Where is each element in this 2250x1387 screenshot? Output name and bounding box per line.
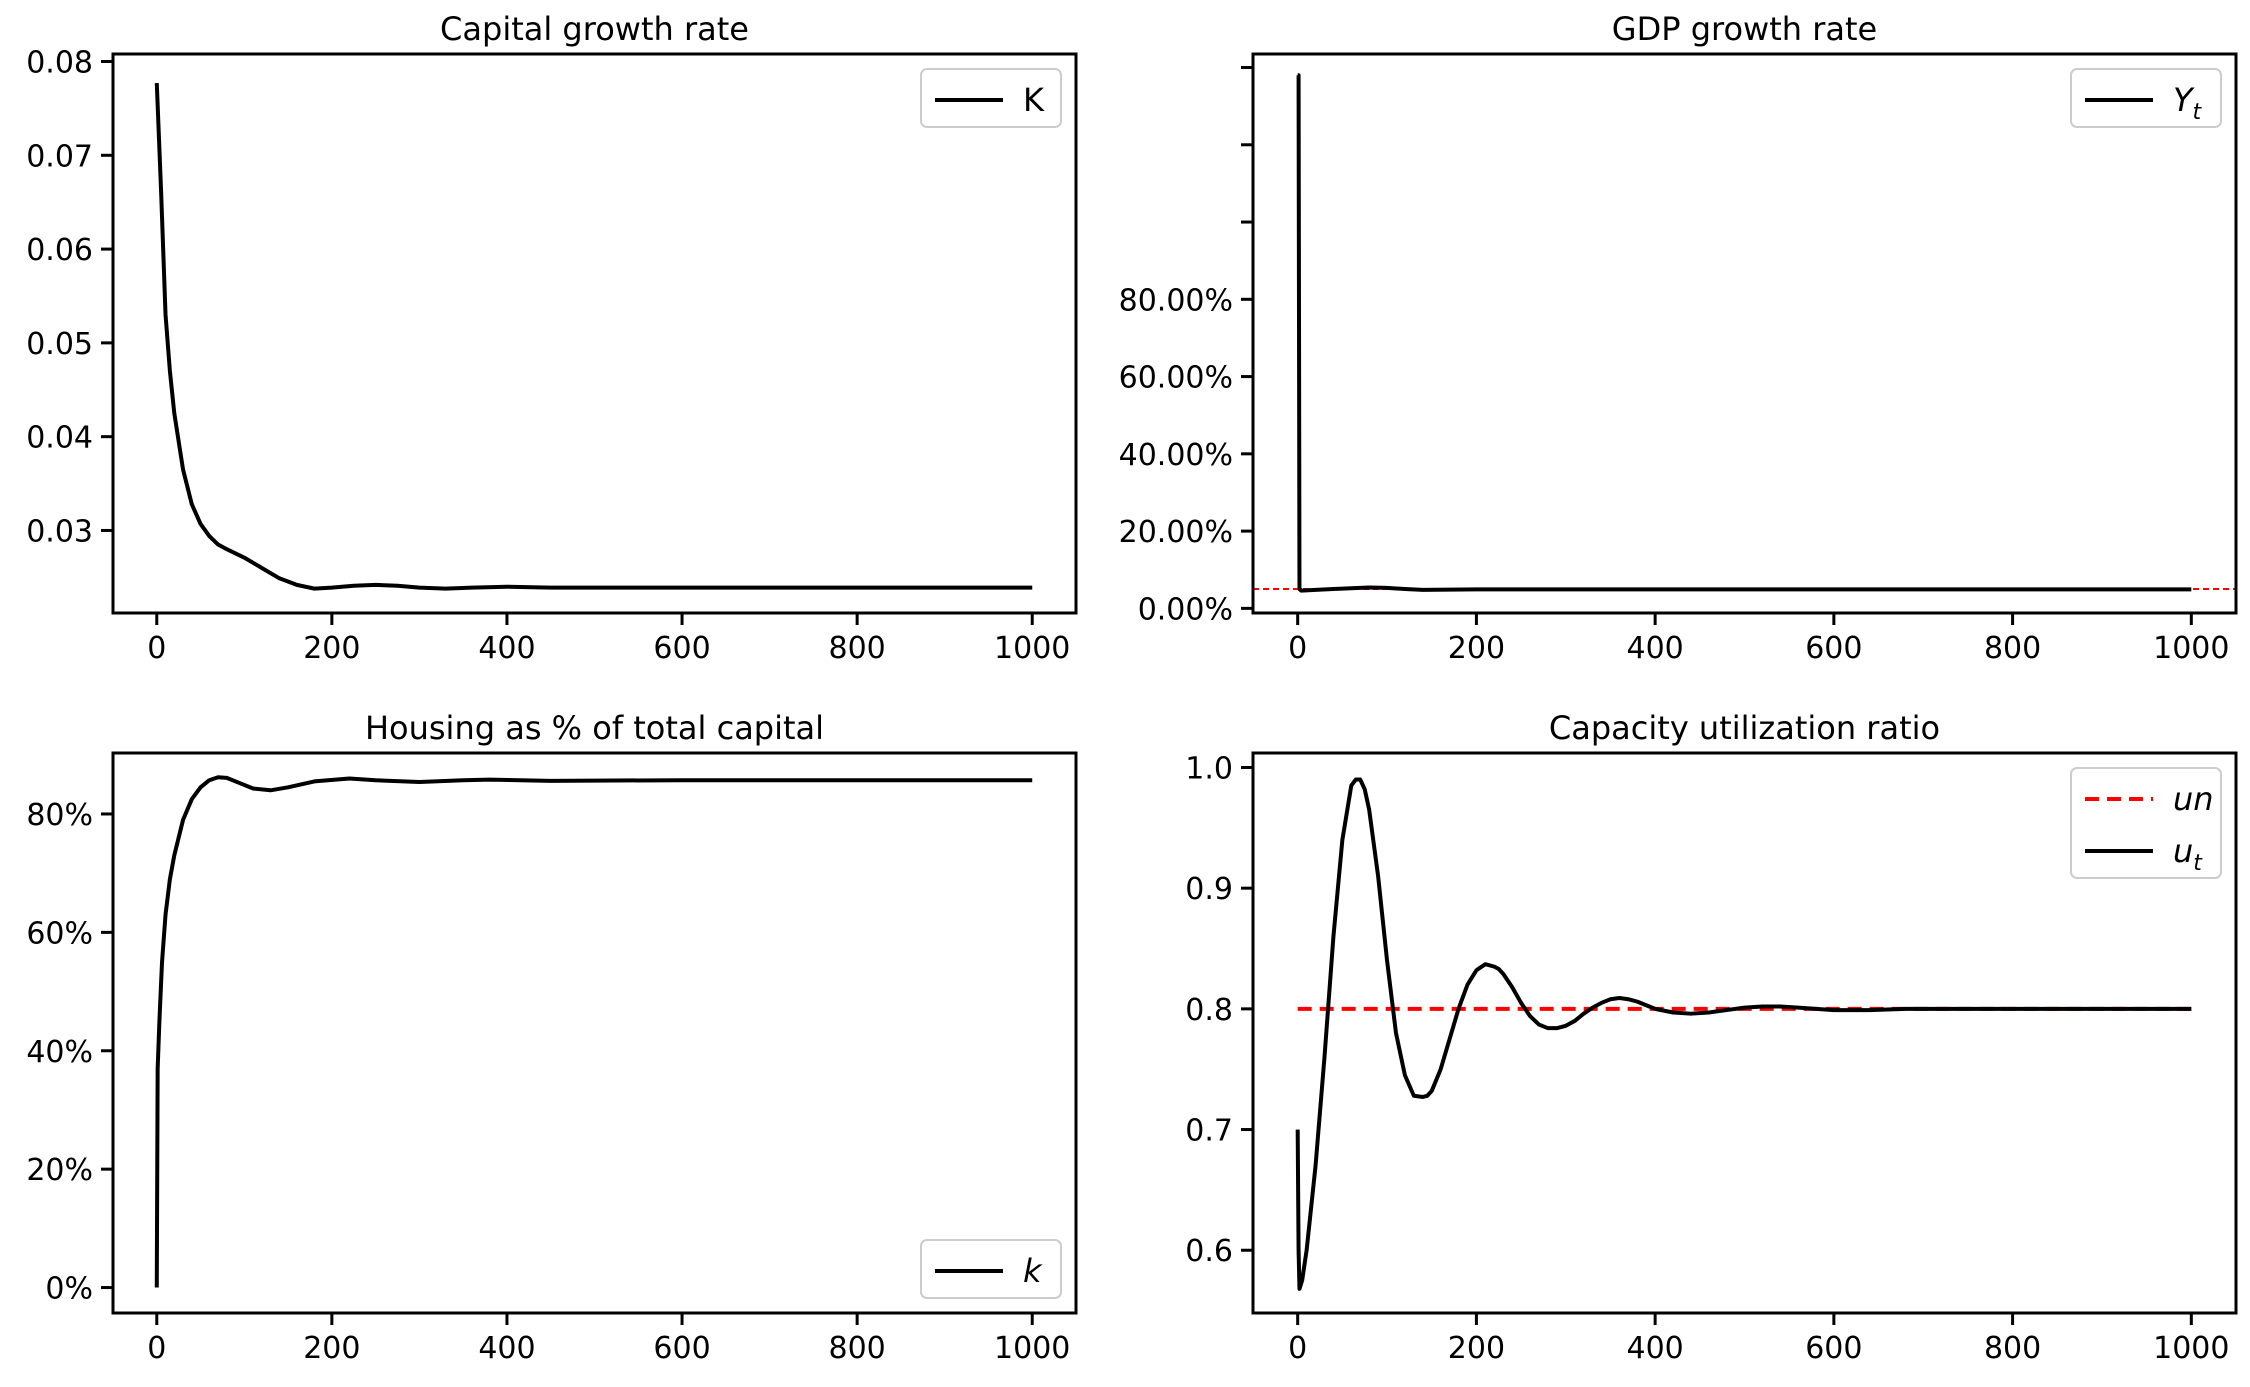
x-tick-label: 800 (1984, 1331, 2041, 1366)
y-tick-label: 20% (26, 1153, 93, 1188)
x-tick-label: 200 (1448, 631, 1505, 666)
x-tick-label: 400 (1627, 1331, 1684, 1366)
legend-label: k (1023, 1252, 1043, 1290)
y-tick-label: 0.06 (26, 233, 93, 268)
x-tick-label: 0 (147, 631, 166, 666)
y-tick-label: 40.00% (1119, 438, 1233, 473)
x-tick-label: 1000 (2153, 1331, 2229, 1366)
y-tick-label: 80.00% (1119, 283, 1233, 318)
x-tick-label: 0 (1288, 631, 1307, 666)
x-tick-label: 800 (1984, 631, 2041, 666)
chart-housing: Housing as % of total capital 0 200 400 600 8… (26, 709, 1078, 1366)
legend: un ut (2070, 767, 2222, 879)
legend: Yt (2070, 68, 2222, 128)
legend-label: K (1023, 81, 1045, 119)
y-tick-label: 40% (26, 1035, 93, 1070)
series-line-Yt (1296, 73, 2192, 593)
plot-area (1253, 73, 2236, 593)
y-tick-label: 0.00% (1138, 592, 1233, 627)
x-tick-label: 400 (478, 631, 535, 666)
legend: K (920, 68, 1062, 128)
x-tick-label: 0 (147, 1331, 166, 1366)
legend: k (920, 1239, 1062, 1299)
series-line-k (154, 775, 1033, 1288)
x-tick-label: 200 (1448, 1331, 1505, 1366)
y-tick-label: 0.08 (26, 46, 93, 81)
axes-frame (111, 751, 1078, 1315)
chart-title: Capital growth rate (440, 10, 749, 48)
chart-gdp: GDP growth rate 0 200 400 600 800 1000 0.00% 20.… (1119, 10, 2238, 666)
plot-area (154, 83, 1033, 591)
y-tick-label: 0.05 (26, 327, 93, 362)
y-tick-label: 0.03 (26, 514, 93, 549)
x-tick-label: 600 (653, 1331, 710, 1366)
x-tick-label: 0 (1288, 1331, 1307, 1366)
x-tick-label: 200 (303, 631, 360, 666)
legend-label: Yt (2173, 81, 2203, 125)
y-tick-label: 80% (26, 798, 93, 833)
y-tick-label: 0.6 (1185, 1234, 1233, 1269)
legend-label: ut (2173, 832, 2203, 876)
chart-title: Capacity utilization ratio (1549, 709, 1940, 747)
y-tick-label: 60% (26, 916, 93, 951)
plot-area (1295, 777, 2192, 1291)
plot-area (154, 775, 1033, 1288)
x-tick-label: 400 (1627, 631, 1684, 666)
x-tick-label: 1000 (994, 631, 1070, 666)
y-tick-label: 0.9 (1185, 872, 1233, 907)
x-tick-label: 600 (653, 631, 710, 666)
x-tick-label: 600 (1805, 631, 1862, 666)
chart-capacity: Capacity utilization ratio 0 200 400 600 800 1… (1185, 709, 2238, 1366)
x-tick-label: 600 (1805, 1331, 1862, 1366)
x-tick-label: 1000 (994, 1331, 1070, 1366)
y-tick-label: 0.07 (26, 139, 93, 174)
axes-frame (1251, 751, 2238, 1315)
chart-capital: Capital growth rate 0 200 400 600 800 1000 0.03… (26, 10, 1078, 666)
x-tick-label: 800 (829, 1331, 886, 1366)
series-line-ut (1295, 777, 2192, 1291)
y-tick-label: 1.0 (1185, 751, 1233, 786)
x-tick-label: 400 (478, 1331, 535, 1366)
y-tick-label: 0.04 (26, 421, 93, 456)
axes-frame (111, 52, 1078, 615)
y-tick-label: 0% (45, 1272, 93, 1307)
chart-title: GDP growth rate (1612, 10, 1877, 48)
chart-title: Housing as % of total capital (365, 709, 824, 747)
series-line-K (154, 83, 1033, 591)
axes-frame (1251, 52, 2238, 615)
x-tick-label: 1000 (2153, 631, 2229, 666)
y-tick-label: 0.7 (1185, 1114, 1233, 1149)
y-tick-label: 20.00% (1119, 515, 1233, 550)
x-tick-label: 200 (303, 1331, 360, 1366)
x-tick-label: 800 (829, 631, 886, 666)
legend-label: un (2173, 780, 2214, 818)
y-tick-label: 60.00% (1119, 361, 1233, 396)
y-tick-label: 0.8 (1185, 993, 1233, 1028)
